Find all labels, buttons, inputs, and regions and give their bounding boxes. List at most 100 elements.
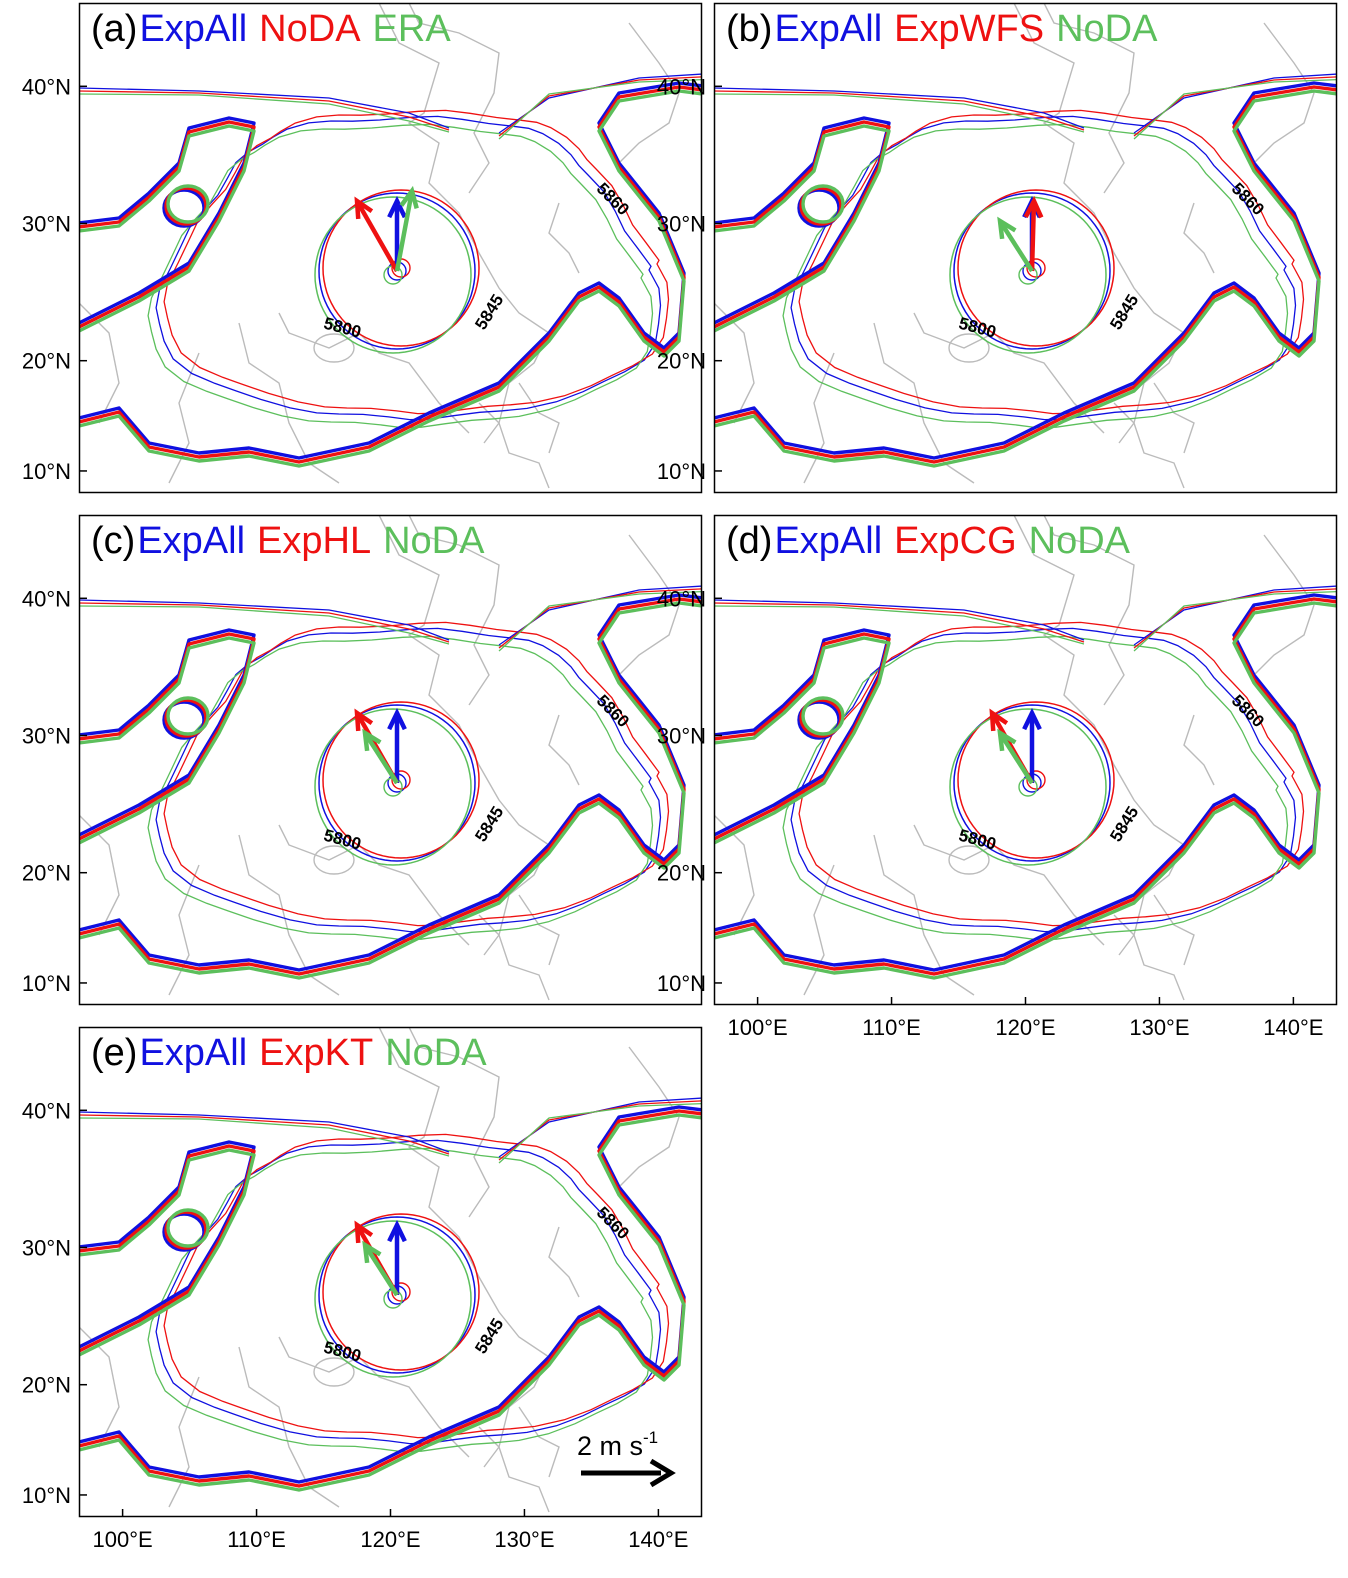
map-background	[714, 3, 1337, 493]
contour-top-thin	[79, 78, 702, 140]
lat-tick-label: 40°N	[657, 74, 706, 99]
coastline	[548, 1226, 580, 1298]
legend-series-label: ExpHL	[257, 520, 371, 562]
coastline	[1253, 534, 1315, 676]
island-outline	[948, 845, 990, 875]
coastline	[1253, 22, 1315, 164]
coastline	[1113, 402, 1185, 489]
island-outline	[313, 1357, 355, 1387]
legend-series-label: NoDA	[1056, 8, 1158, 50]
coastline	[168, 1376, 200, 1508]
island-outline	[313, 845, 355, 875]
coastline	[478, 1426, 550, 1513]
contour-5860-thick	[714, 89, 1337, 468]
contour-left-lobe	[79, 1144, 256, 1353]
lat-tick-label: 20°N	[657, 349, 706, 374]
lon-tick-label: 130°E	[494, 1527, 554, 1552]
contour-layer	[714, 585, 1337, 980]
steering-arrowhead	[997, 728, 1017, 752]
panel-title: (c)ExpAll ExpHL NoDA	[91, 520, 485, 562]
contour-top-thin	[79, 590, 702, 652]
lat-tick-label: 10°N	[22, 459, 71, 484]
steering-arrowhead	[354, 1220, 374, 1244]
contour-small-cell	[166, 696, 210, 736]
coastline	[478, 402, 550, 489]
legend-series-label: NoDA	[1029, 520, 1131, 562]
contour-5860-thick	[79, 1109, 702, 1488]
coastline	[1153, 894, 1195, 966]
coastline	[168, 864, 200, 996]
coastline	[618, 1046, 680, 1188]
steering-arrowhead	[387, 195, 407, 219]
legend-series-label: NoDA	[385, 1032, 487, 1074]
contour-small-cell	[162, 700, 206, 740]
coastline	[803, 864, 835, 996]
contour-top-thin	[79, 1102, 702, 1164]
coastline	[618, 534, 680, 676]
contour-5800-ring	[949, 708, 1107, 866]
steering-arrowhead	[387, 1219, 407, 1243]
scale-arrow: 2 m s-1	[577, 1428, 676, 1488]
contour-5860-thick	[79, 85, 702, 464]
coastline	[518, 382, 560, 454]
coastline	[1013, 3, 1185, 444]
steering-arrow	[1029, 200, 1037, 272]
legend-series-label: ExpCG	[894, 520, 1016, 562]
lat-tick-label: 10°N	[22, 1483, 71, 1508]
contour-left-lobe	[714, 120, 891, 329]
contour-layer	[79, 1097, 702, 1492]
contour-small-cell	[797, 700, 841, 740]
lon-tick-label: 100°E	[93, 1527, 153, 1552]
lat-tick-label: 30°N	[657, 724, 706, 749]
contour-small-cell	[164, 698, 208, 738]
legend-series-label: ExpAll	[137, 520, 245, 562]
steering-arrowhead	[989, 708, 1009, 732]
contour-small-cell	[799, 698, 843, 738]
coastline	[1183, 202, 1215, 274]
contour-5860-thick	[79, 597, 702, 976]
lon-tick-label: 140°E	[628, 1527, 688, 1552]
contour-5800-ring	[957, 701, 1115, 859]
contour-left-lobe	[79, 1148, 256, 1357]
coastline	[803, 352, 835, 484]
contour-left-lobe	[79, 124, 256, 333]
panel-tag: (e)	[91, 1032, 137, 1074]
contour-left-lobe	[714, 116, 891, 325]
panel-frame	[78, 2, 703, 494]
panel-title: (e)ExpAll ExpKT NoDA	[91, 1032, 487, 1074]
scale-arrow-exponent: -1	[643, 1428, 658, 1447]
legend-series-label: NoDA	[259, 8, 361, 50]
panel-title: (a)ExpAll NoDA ERA	[91, 8, 451, 50]
contour-layer	[79, 585, 702, 980]
coastline	[1043, 515, 1135, 706]
steering-arrows	[354, 185, 419, 273]
coastline	[548, 202, 580, 274]
contour-small-cell	[801, 184, 845, 224]
contour-5845-thin	[163, 1133, 670, 1439]
panel-tag: (b)	[726, 8, 772, 50]
lat-tick-label: 40°N	[22, 74, 71, 99]
coastline	[518, 1406, 560, 1478]
contour-5845-thin	[163, 109, 670, 415]
legend-series-label: ExpAll	[139, 1032, 247, 1074]
contour-5800-ring	[322, 1213, 480, 1371]
contour-small-cell	[797, 188, 841, 228]
coastline	[238, 1346, 340, 1508]
legend-series-label: ExpWFS	[894, 8, 1044, 50]
contour-5860-thick	[714, 593, 1337, 972]
lat-tick-label: 20°N	[22, 349, 71, 374]
legend-series-label: ERA	[373, 8, 452, 50]
contour-small-cell	[164, 186, 208, 226]
coastline	[548, 714, 580, 786]
contour-left-lobe	[79, 1140, 256, 1349]
coastline	[168, 352, 200, 484]
island-outline	[948, 333, 990, 363]
coastline	[873, 834, 975, 996]
contour-5860-thick	[714, 81, 1337, 460]
contour-5860-thick	[79, 81, 702, 460]
contour-5860-thick	[714, 597, 1337, 976]
coastline	[478, 914, 550, 1001]
